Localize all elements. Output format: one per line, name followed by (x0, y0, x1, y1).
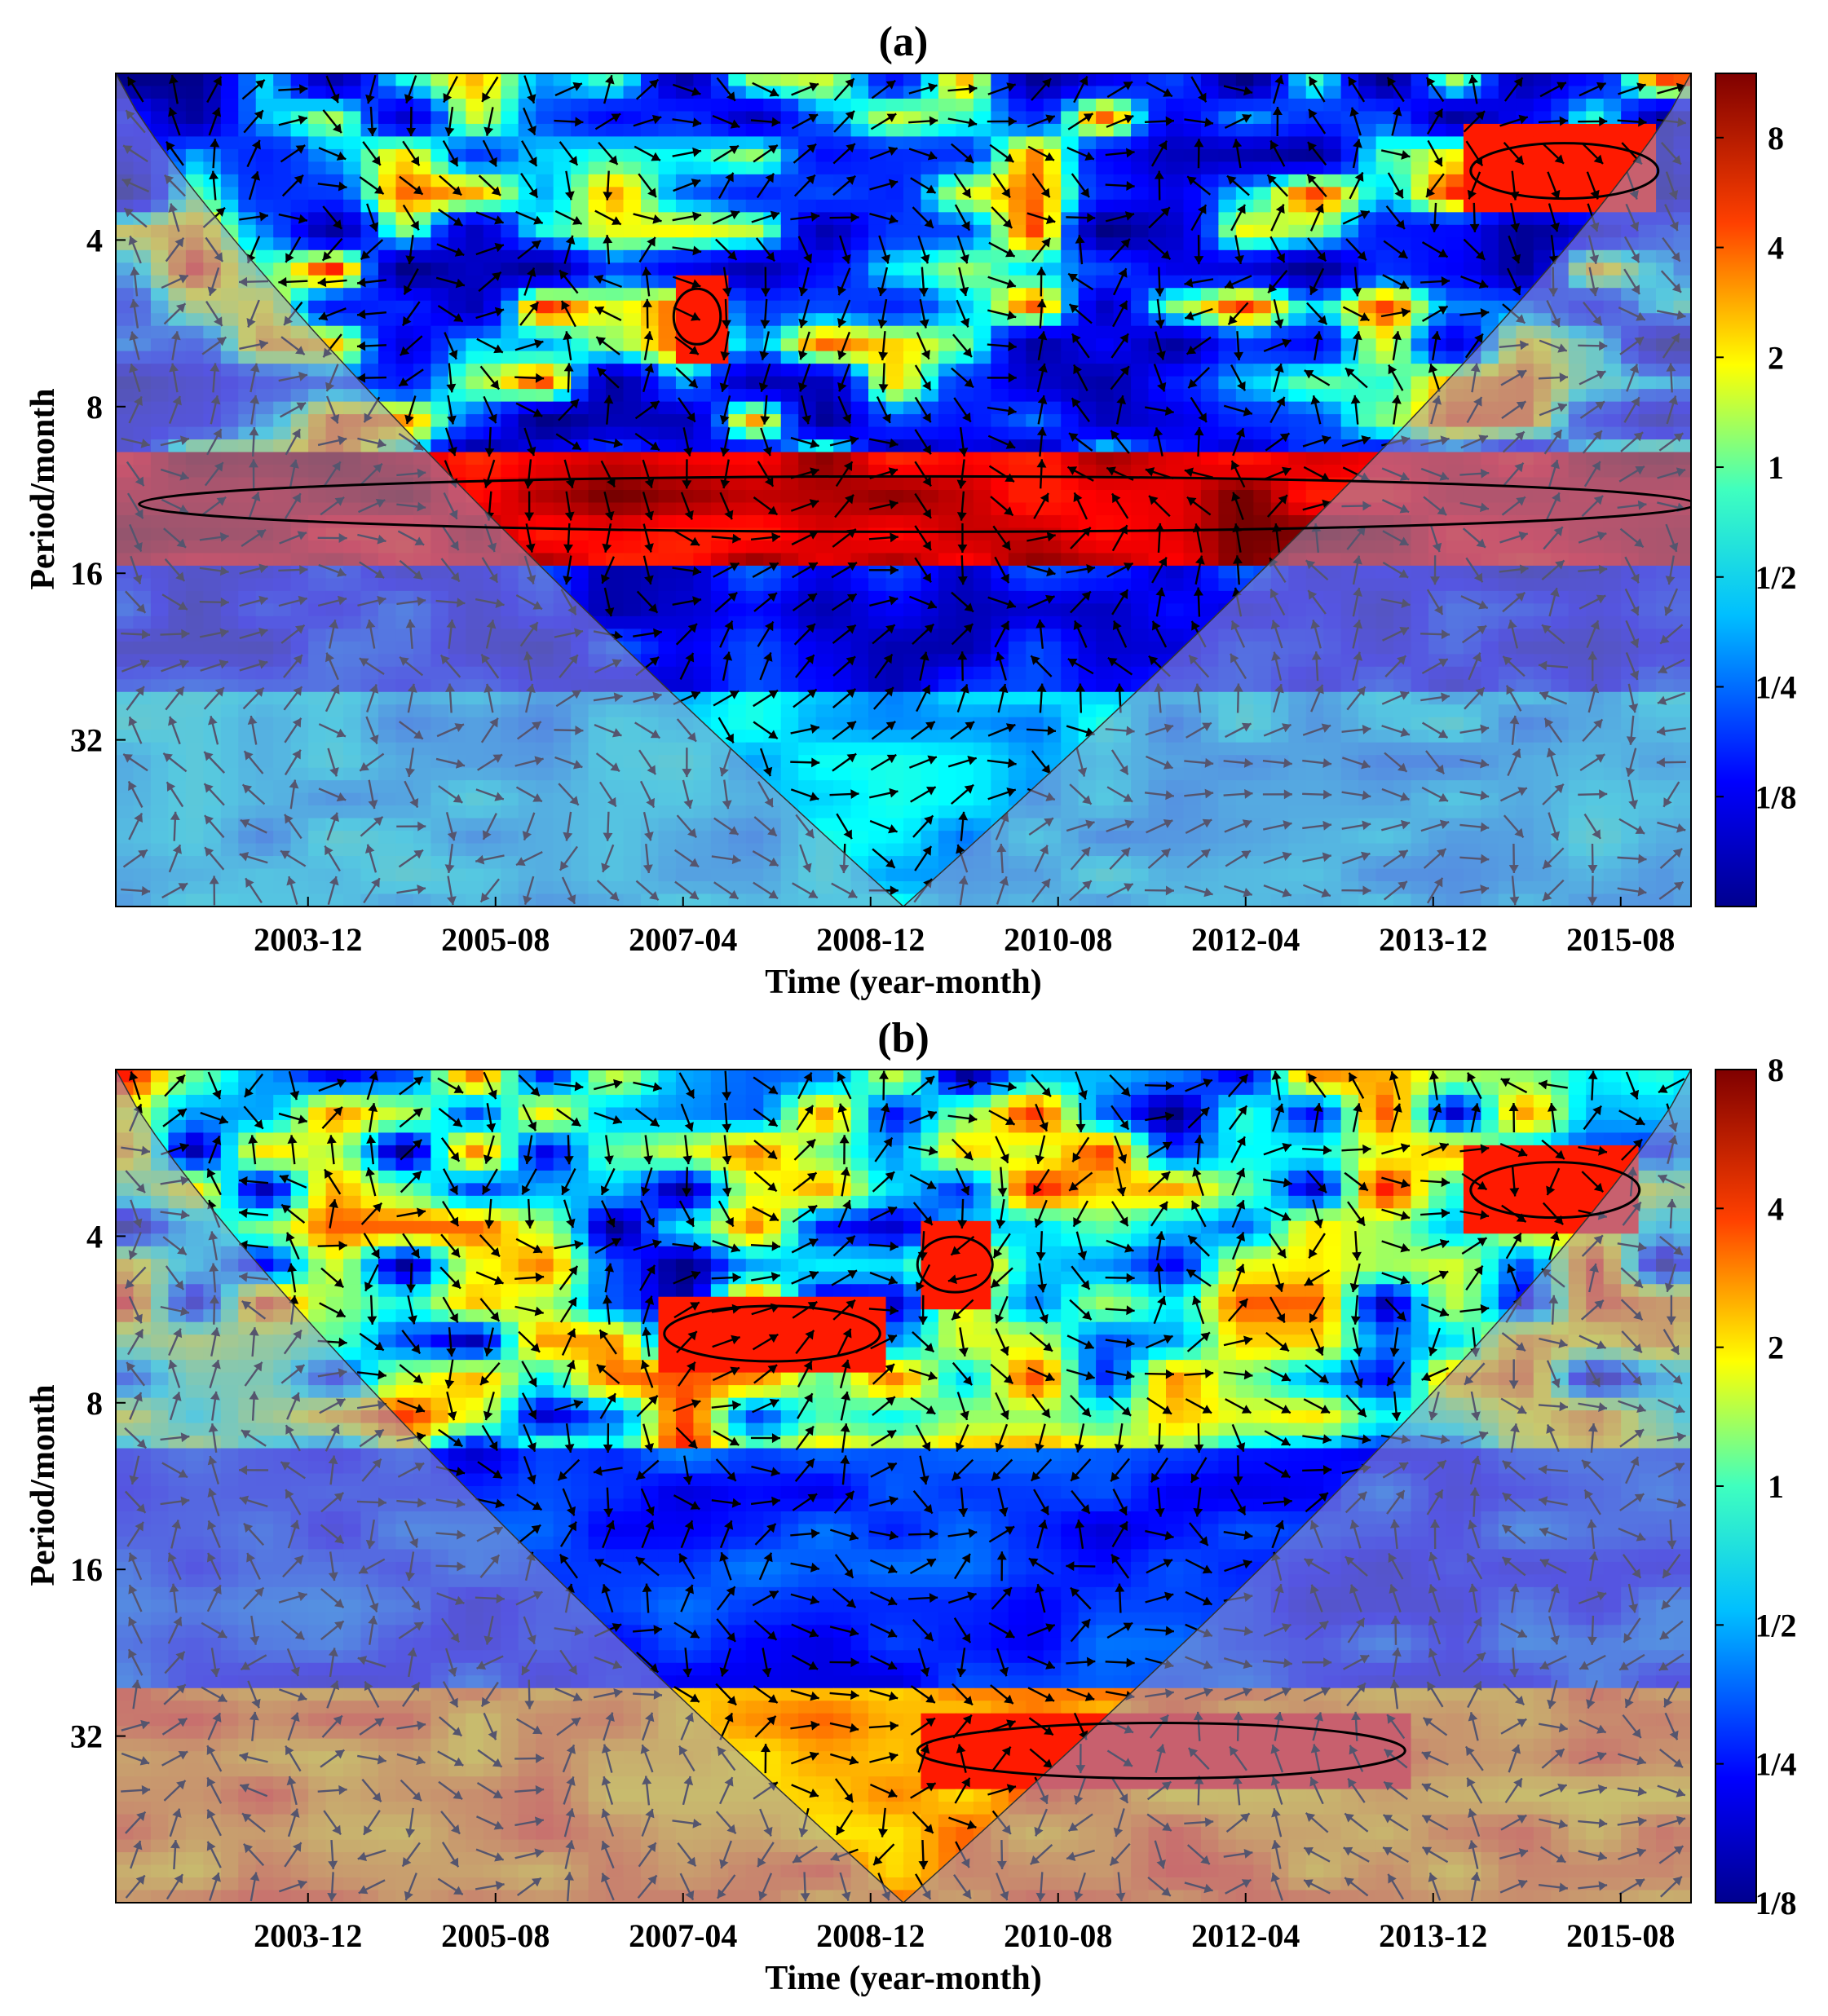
colorbar-tick-label: 1/4 (1755, 1746, 1796, 1783)
x-tick-label: 2007-04 (629, 1917, 737, 1954)
y-tick-label: 4 (86, 222, 103, 258)
colorbar-tick-label: 1/4 (1755, 669, 1796, 706)
x-tick-label: 2015-08 (1566, 921, 1675, 958)
x-tick-label: 2010-08 (1004, 921, 1112, 958)
y-tick-label: 32 (70, 722, 103, 759)
colorbar-tick-label: 4 (1768, 230, 1784, 267)
x-tick-label: 2005-08 (441, 1917, 550, 1954)
colorbar-tick-label: 1/2 (1755, 559, 1796, 596)
panel-a-colorbar (1715, 73, 1756, 907)
colorbar-tick-label: 4 (1768, 1190, 1784, 1227)
colorbar-tick-label: 2 (1768, 339, 1784, 376)
colorbar-tick-label: 1/8 (1755, 1885, 1796, 1921)
colorbar-tick-label: 1 (1768, 449, 1784, 486)
y-tick-label: 16 (70, 1551, 103, 1588)
x-tick-label: 2013-12 (1379, 921, 1487, 958)
panel-b-x-axis-label: Time (year-month) (765, 1960, 1041, 1997)
x-tick-label: 2005-08 (441, 921, 550, 958)
x-tick-label: 2007-04 (629, 921, 737, 958)
x-tick-label: 2010-08 (1004, 1917, 1112, 1954)
colorbar-tick-label: 1/8 (1755, 779, 1796, 815)
y-tick-label: 4 (86, 1218, 103, 1255)
x-tick-label: 2008-12 (816, 921, 925, 958)
panel-a: (a) 4 8 16 32 2003-12 2005-08 2007-04 2008-12 2… (24, 19, 1797, 1001)
panel-b-title: (b) (877, 1015, 929, 1061)
colorbar-tick-label: 1/2 (1755, 1607, 1796, 1643)
colorbar-tick-label: 2 (1768, 1330, 1784, 1366)
x-tick-label: 2013-12 (1379, 1917, 1487, 1954)
y-tick-label: 16 (70, 555, 103, 592)
x-tick-label: 2015-08 (1566, 1917, 1675, 1954)
x-tick-label: 2003-12 (254, 921, 362, 958)
panel-b-y-axis-label: Period/month (24, 1384, 62, 1586)
colorbar-tick-label: 8 (1768, 120, 1784, 157)
x-tick-label: 2003-12 (254, 1917, 362, 1954)
x-tick-label: 2008-12 (816, 1917, 925, 1954)
panel-b: (b) 4 8 16 32 2003-12 2005-08 2007-04 2008-12 2… (24, 1015, 1797, 1997)
panel-b-plot-area (116, 1070, 1692, 1904)
x-tick-label: 2012-04 (1191, 921, 1300, 958)
y-tick-label: 8 (86, 1385, 103, 1422)
panel-a-x-axis-label: Time (year-month) (765, 964, 1041, 1001)
panel-a-y-axis-label: Period/month (24, 388, 62, 589)
x-tick-label: 2012-04 (1191, 1917, 1300, 1954)
panel-a-title: (a) (879, 19, 929, 65)
y-tick-label: 32 (70, 1718, 103, 1755)
y-tick-label: 8 (86, 389, 103, 426)
panel-a-plot-area (116, 73, 1696, 907)
colorbar-tick-label: 1 (1768, 1468, 1784, 1505)
colorbar-tick-label: 8 (1768, 1052, 1784, 1088)
